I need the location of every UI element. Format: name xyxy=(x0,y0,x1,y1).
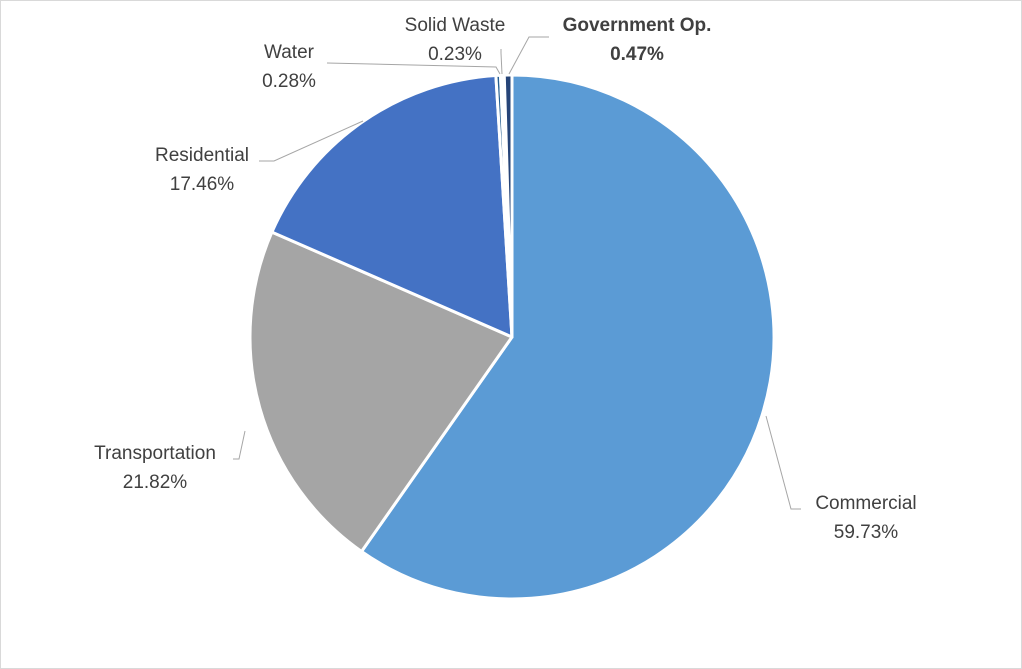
pie-slice-commercial xyxy=(360,73,776,601)
pie-slice-government-op xyxy=(502,73,514,339)
data-label-transportation: Transportation 21.82% xyxy=(94,443,216,493)
data-label-percent: 0.47% xyxy=(610,44,664,65)
data-label-percent: 17.46% xyxy=(170,174,235,195)
data-label-percent: 0.23% xyxy=(428,44,482,65)
data-label-name: Government Op. xyxy=(563,15,712,36)
pie-slice-transportation xyxy=(248,230,514,553)
data-label-name: Commercial xyxy=(815,493,916,514)
data-label-commercial: Commercial 59.73% xyxy=(815,493,916,543)
data-label-name: Water xyxy=(264,42,315,63)
leader-line-commercial xyxy=(765,415,801,510)
leader-line-residential xyxy=(259,120,364,162)
data-label-residential: Residential 17.46% xyxy=(155,145,249,195)
data-label-percent: 59.73% xyxy=(834,522,899,543)
data-label-name: Transportation xyxy=(94,443,216,464)
leader-line-water xyxy=(326,62,501,75)
data-label-percent: 21.82% xyxy=(123,472,188,493)
leader-line-government-op xyxy=(508,36,549,75)
data-label-percent: 0.28% xyxy=(262,71,316,92)
data-label-government-op: Government Op. 0.47% xyxy=(563,15,712,65)
pie-slice-residential xyxy=(270,74,514,339)
data-label-water: Water 0.28% xyxy=(262,42,316,92)
data-label-name: Residential xyxy=(155,145,249,166)
data-label-solid-waste: Solid Waste 0.23% xyxy=(405,15,506,65)
leader-line-solid-waste xyxy=(500,49,503,75)
leader-line-transportation xyxy=(233,430,246,460)
data-label-name: Solid Waste xyxy=(405,15,506,36)
